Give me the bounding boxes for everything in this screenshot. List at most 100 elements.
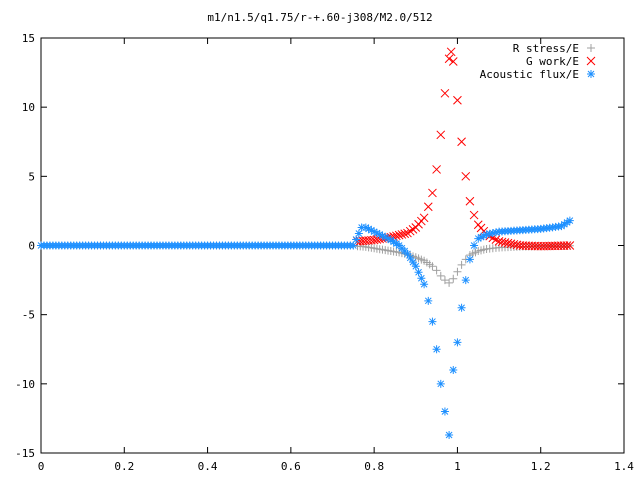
data-point (420, 280, 429, 289)
legend-marker (587, 70, 595, 78)
data-point (453, 338, 462, 347)
data-point (375, 230, 384, 239)
x-tick-label: 1.2 (531, 460, 551, 473)
y-tick-label: 10 (22, 101, 35, 114)
data-point (461, 276, 470, 285)
data-point (428, 317, 437, 326)
data-point (440, 276, 449, 285)
data-point (479, 231, 488, 240)
legend-marker (587, 44, 595, 52)
x-tick-label: 0.6 (281, 460, 301, 473)
x-tick-label: 1 (454, 460, 461, 473)
data-point (432, 165, 441, 174)
data-point (417, 274, 426, 283)
data-point (557, 222, 566, 231)
data-point (470, 241, 479, 250)
data-point (386, 235, 395, 244)
data-point (563, 218, 572, 227)
data-point (449, 274, 458, 283)
data-point (562, 241, 572, 250)
data-point (445, 431, 454, 440)
data-point (352, 235, 361, 244)
data-marks (37, 47, 575, 440)
data-point (419, 213, 429, 223)
data-point (565, 241, 575, 250)
data-point (482, 230, 491, 239)
data-point (432, 266, 441, 275)
data-point (440, 88, 450, 98)
x-tick-label: 1.4 (614, 460, 634, 473)
data-point (448, 57, 458, 66)
data-point (403, 249, 412, 258)
data-point (423, 202, 433, 212)
data-point (446, 47, 456, 57)
data-point (491, 228, 500, 237)
data-point (349, 241, 358, 250)
data-point (488, 229, 497, 238)
x-tick-label: 0.8 (364, 460, 384, 473)
y-tick-label: -5 (22, 309, 35, 322)
axes: 0 0.2 0.4 0.6 0.8 1 1.2 1.4 -15 -10 -5 0 5 10 15 (15, 32, 634, 473)
data-point (432, 345, 441, 354)
data-point (409, 258, 418, 267)
data-point (453, 267, 462, 276)
data-point (372, 229, 381, 238)
y-tick-label: -15 (15, 447, 35, 460)
data-point (477, 233, 486, 242)
data-point (560, 220, 569, 229)
legend-label: Acoustic flux/E (480, 68, 579, 81)
data-point (428, 262, 437, 271)
x-tick-label: 0.2 (114, 460, 134, 473)
data-point (394, 230, 404, 240)
y-tick-label: 0 (28, 240, 35, 253)
data-point (364, 224, 373, 233)
data-point (381, 233, 390, 242)
data-point (428, 188, 437, 198)
data-point (436, 271, 445, 280)
data-point (378, 231, 387, 240)
data-point (565, 216, 574, 225)
y-tick-label: 5 (28, 170, 35, 183)
data-point (392, 239, 401, 248)
data-point (389, 237, 398, 246)
data-point (461, 171, 471, 181)
data-point (465, 255, 474, 264)
data-point (436, 379, 445, 388)
data-point (440, 407, 449, 416)
data-point (411, 262, 420, 271)
data-point (361, 223, 370, 232)
x-tick-label: 0 (38, 460, 45, 473)
data-point (474, 234, 483, 243)
data-point (357, 223, 366, 232)
data-point (445, 278, 454, 287)
data-point (457, 303, 466, 312)
y-tick-label: 15 (22, 32, 35, 45)
data-point (384, 234, 393, 243)
data-point (424, 296, 433, 305)
data-point (449, 366, 458, 374)
chart-title: m1/n1.5/q1.75/r-+.60-j308/M2.0/512 (207, 11, 432, 24)
data-point (457, 137, 466, 147)
data-point (370, 227, 379, 236)
legend-label: G work/E (526, 55, 579, 68)
data-point (414, 268, 423, 277)
data-point (465, 196, 475, 206)
data-point (405, 226, 415, 236)
data-point (406, 253, 415, 262)
data-point (469, 210, 479, 220)
data-point (400, 229, 410, 239)
legend-label: R stress/E (513, 42, 579, 55)
data-point (354, 229, 363, 238)
y-tick-label: -10 (15, 378, 35, 391)
x-tick-label: 0.4 (198, 460, 218, 473)
series-3 (37, 216, 574, 440)
data-point (436, 130, 446, 140)
data-point (403, 228, 412, 238)
data-point (457, 260, 466, 269)
data-point (444, 54, 454, 64)
data-point (453, 95, 462, 105)
data-point (367, 226, 376, 235)
legend-marker (586, 56, 596, 66)
